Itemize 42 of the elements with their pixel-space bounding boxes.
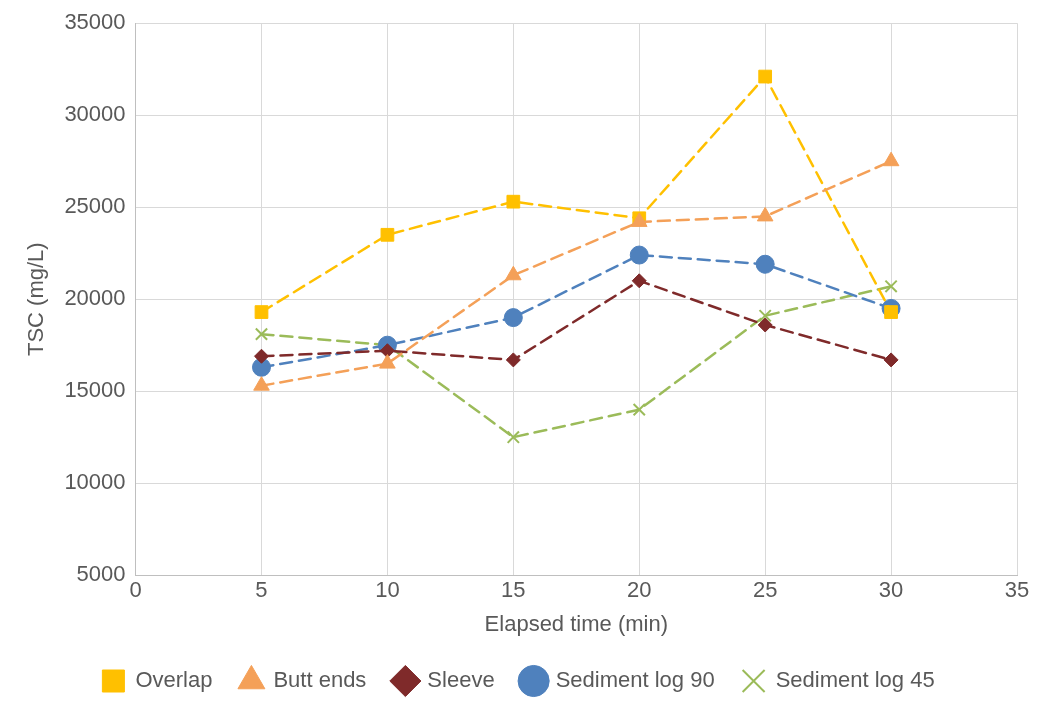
x-tick-label: 10 <box>375 577 400 603</box>
x-tick-label: 25 <box>752 577 778 603</box>
y-tick-label: 30000 <box>64 101 126 127</box>
point <box>253 348 269 364</box>
point <box>506 430 520 444</box>
point <box>758 309 772 323</box>
point <box>758 69 773 84</box>
point <box>632 402 646 417</box>
point <box>503 308 523 328</box>
point <box>757 317 773 333</box>
point <box>505 352 521 368</box>
y-tick-label: 5000 <box>76 561 126 587</box>
y-tick-label: 15000 <box>64 377 126 403</box>
legend-label: Overlap <box>135 667 213 693</box>
legend-label: Sleeve <box>427 667 495 693</box>
x-tick-label: 15 <box>501 577 526 603</box>
point <box>755 254 775 274</box>
legend-label: Sediment log 90 <box>555 667 715 693</box>
point <box>629 245 649 265</box>
point <box>882 151 900 167</box>
x-tick-label: 35 <box>1004 577 1030 603</box>
point <box>631 273 647 289</box>
y-tick-label: 10000 <box>64 469 126 495</box>
x-tick-label: 20 <box>627 577 652 603</box>
x-tick-label: 5 <box>255 577 268 603</box>
point <box>379 343 395 359</box>
x-tick-label: 0 <box>129 577 142 603</box>
y-tick-label: 35000 <box>64 9 126 35</box>
point <box>380 227 395 242</box>
point <box>883 352 899 368</box>
point <box>506 194 521 209</box>
point <box>884 279 898 293</box>
y-tick-label: 25000 <box>64 193 126 219</box>
x-tick-label: 30 <box>878 577 904 603</box>
legend-label: Sediment log 45 <box>775 667 935 693</box>
point <box>379 354 396 369</box>
y-axis-title: TSC (mg/L) <box>23 242 49 357</box>
legend-label: Butt ends <box>273 667 367 693</box>
point <box>254 327 269 341</box>
x-axis-title: Elapsed time (min) <box>484 610 668 636</box>
point <box>254 305 269 319</box>
y-tick-label: 20000 <box>64 285 126 311</box>
